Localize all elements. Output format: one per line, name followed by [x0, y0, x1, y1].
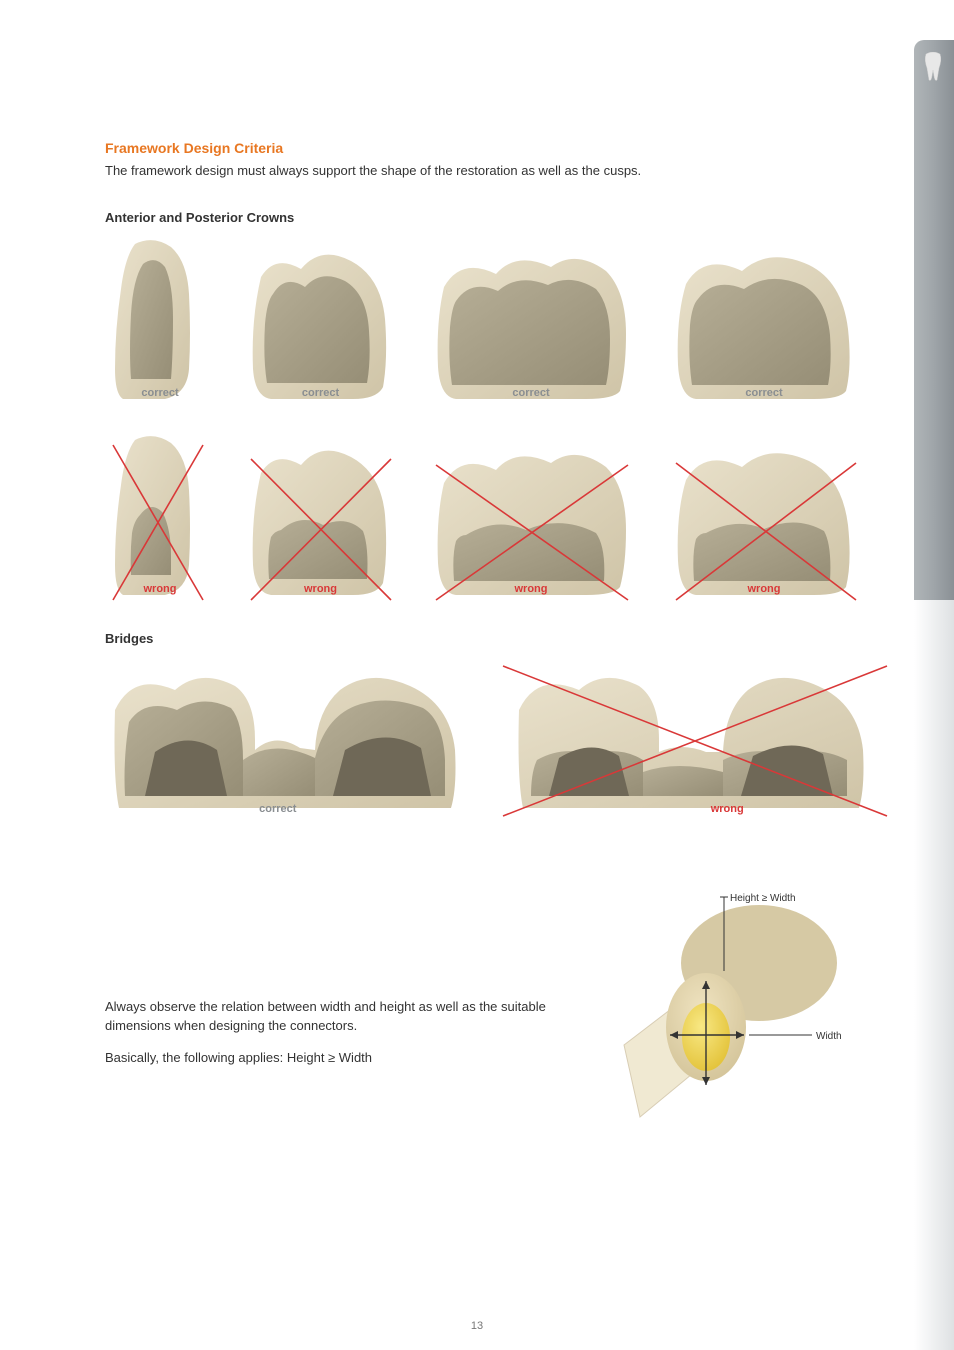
connector-block: Always observe the relation between widt… — [105, 885, 874, 1150]
crowns-correct-row: correct correct correct correct — [105, 239, 874, 409]
bridges-row: correct wrong — [105, 660, 874, 825]
connector-diagram: Height ≥ Width Width — [584, 885, 874, 1150]
bridges-subtitle: Bridges — [105, 631, 874, 646]
crown-anterior-wrong: wrong — [105, 435, 215, 605]
crown-posterior-correct-a: correct — [243, 239, 398, 409]
bridge-wrong: wrong — [501, 660, 891, 825]
crowns-wrong-row: wrong wrong wrong — [105, 435, 874, 605]
crown-posterior-correct-b: correct — [426, 239, 636, 409]
label-wrong: wrong — [144, 583, 177, 595]
crown-anterior-correct: correct — [105, 239, 215, 409]
crown-posterior-wrong-c: wrong — [664, 435, 864, 605]
label-correct: correct — [259, 803, 296, 815]
page-number: 13 — [471, 1320, 483, 1332]
width-label: Width — [816, 1031, 842, 1042]
connector-para1: Always observe the relation between widt… — [105, 998, 548, 1034]
label-wrong: wrong — [711, 803, 744, 815]
connector-para2: Basically, the following applies: Height… — [105, 1049, 548, 1067]
section-intro: The framework design must always support… — [105, 162, 874, 180]
crown-posterior-correct-c: correct — [664, 239, 864, 409]
label-wrong: wrong — [304, 583, 337, 595]
section-heading: Framework Design Criteria — [105, 140, 874, 156]
crown-posterior-wrong-a: wrong — [243, 435, 398, 605]
bridge-correct: correct — [105, 660, 465, 825]
crown-posterior-wrong-b: wrong — [426, 435, 636, 605]
label-wrong: wrong — [748, 583, 781, 595]
label-correct: correct — [141, 387, 178, 399]
height-label: Height ≥ Width — [730, 893, 796, 904]
label-correct: correct — [745, 387, 782, 399]
label-correct: correct — [512, 387, 549, 399]
crowns-subtitle: Anterior and Posterior Crowns — [105, 210, 874, 225]
label-correct: correct — [302, 387, 339, 399]
label-wrong: wrong — [515, 583, 548, 595]
